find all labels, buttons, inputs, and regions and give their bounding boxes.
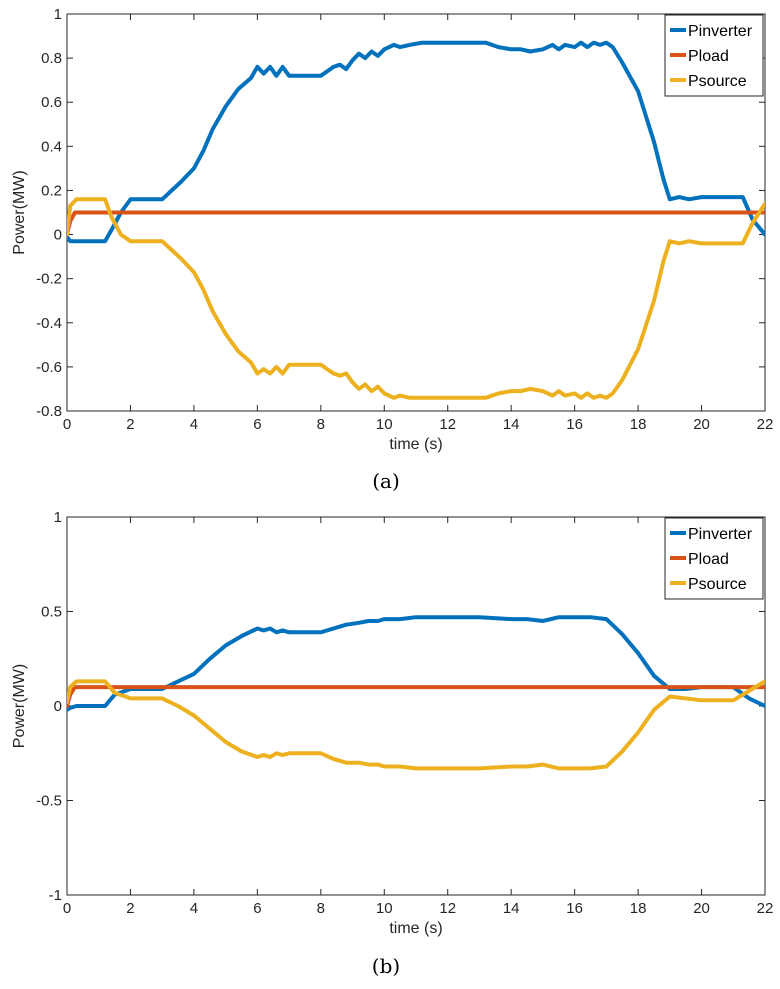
panel-b-legend-label-pload: Pload xyxy=(688,551,729,568)
panel-a-xtick-label: 20 xyxy=(693,416,710,433)
panel-b-legend-label-psource: Psource xyxy=(688,576,747,593)
panel-b-x-axis-label: time (s) xyxy=(389,920,442,937)
panel-a-caption: (a) xyxy=(372,469,400,493)
panel-a-ytick-label: 0.6 xyxy=(41,94,62,111)
panel-a-ytick-label: -0.2 xyxy=(36,271,62,288)
panel-a-xtick-label: 2 xyxy=(126,416,134,433)
panel-b-xtick-label: 20 xyxy=(693,900,710,917)
panel-b-xtick-label: 0 xyxy=(63,900,71,917)
panel-a-xtick-label: 0 xyxy=(63,416,71,433)
panel-a-legend-label-pload: Pload xyxy=(688,48,729,65)
panel-b-series-group xyxy=(67,615,765,771)
panel-a-ytick-label: 0.8 xyxy=(41,50,62,67)
panel-a-ytick-label: 1 xyxy=(54,6,62,23)
panel-b-xtick-label: 6 xyxy=(253,900,261,917)
panel-a-series-psource xyxy=(67,197,765,400)
panel-a-ytick-label: 0.2 xyxy=(41,182,62,199)
panel-b-y-axis-label: Power(MW) xyxy=(11,664,28,748)
panel-b-xtick-label: 12 xyxy=(439,900,456,917)
panel-b-xtick-label: 14 xyxy=(503,900,520,917)
panel-a-xtick-label: 18 xyxy=(630,416,647,433)
panel-b-xtick-label: 18 xyxy=(630,900,647,917)
panel-a-legend-label-pinverter: Pinverter xyxy=(688,23,753,40)
panel-b-ytick-label: 0 xyxy=(54,698,62,715)
panel-a-xtick-label: 6 xyxy=(253,416,261,433)
panel-a-legend: Pinverter Pload Psource xyxy=(664,14,764,97)
panel-a-xtick-label: 8 xyxy=(317,416,325,433)
panel-b-xtick-label: 8 xyxy=(317,900,325,917)
panel-b-xtick-label: 4 xyxy=(190,900,198,917)
panel-b-ytick-label: 0.5 xyxy=(41,604,62,621)
panel-b-axes-box xyxy=(66,516,766,896)
panel-a-ytick-label: -0.6 xyxy=(36,359,62,376)
panel-a-chart: 0 2 4 6 8 10 12 14 16 18 20 22 -0.8 -0.6 -0.4 -0.2 0 0.2 0… xyxy=(11,6,773,493)
panel-a-ytick-label: 0 xyxy=(54,227,62,244)
panel-b-caption: (b) xyxy=(372,954,400,978)
panel-b-xtick-label: 10 xyxy=(376,900,393,917)
panel-a-xtick-label: 10 xyxy=(376,416,393,433)
panel-b-series-pinverter xyxy=(67,615,765,712)
panel-a-xtick-label: 22 xyxy=(757,416,774,433)
panel-a-legend-label-psource: Psource xyxy=(688,73,747,90)
panel-a-ytick-label: -0.8 xyxy=(36,403,62,420)
panel-a-xtick-label: 16 xyxy=(566,416,583,433)
panel-b-xtick-label: 22 xyxy=(757,900,774,917)
panel-b-series-psource xyxy=(67,679,765,771)
panel-b-legend-label-pinverter: Pinverter xyxy=(688,526,753,543)
panel-b-legend: Pinverter Pload Psource xyxy=(664,517,764,600)
panel-a-xtick-label: 4 xyxy=(190,416,198,433)
panel-b-chart: 0 2 4 6 8 10 12 14 16 18 20 22 -1 -0.5 0 0.5 1 time (s) Po… xyxy=(11,509,773,978)
panel-b-xtick-label: 16 xyxy=(566,900,583,917)
panel-a-series-pinverter xyxy=(67,40,765,244)
panel-b-ytick-label: 1 xyxy=(54,509,62,526)
panel-a-xtick-label: 14 xyxy=(503,416,520,433)
panel-a-xtick-label: 12 xyxy=(439,416,456,433)
panel-b-ytick-label: -1 xyxy=(49,887,62,904)
panel-b-ytick-label: -0.5 xyxy=(36,793,62,810)
panel-a-series-group xyxy=(67,40,765,400)
panel-a-ytick-label: 0.4 xyxy=(41,138,62,155)
panel-a-y-axis-label: Power(MW) xyxy=(11,170,28,254)
panel-b-xtick-label: 2 xyxy=(126,900,134,917)
panel-a-ytick-label: -0.4 xyxy=(36,315,62,332)
panel-a-x-axis-label: time (s) xyxy=(389,436,442,453)
